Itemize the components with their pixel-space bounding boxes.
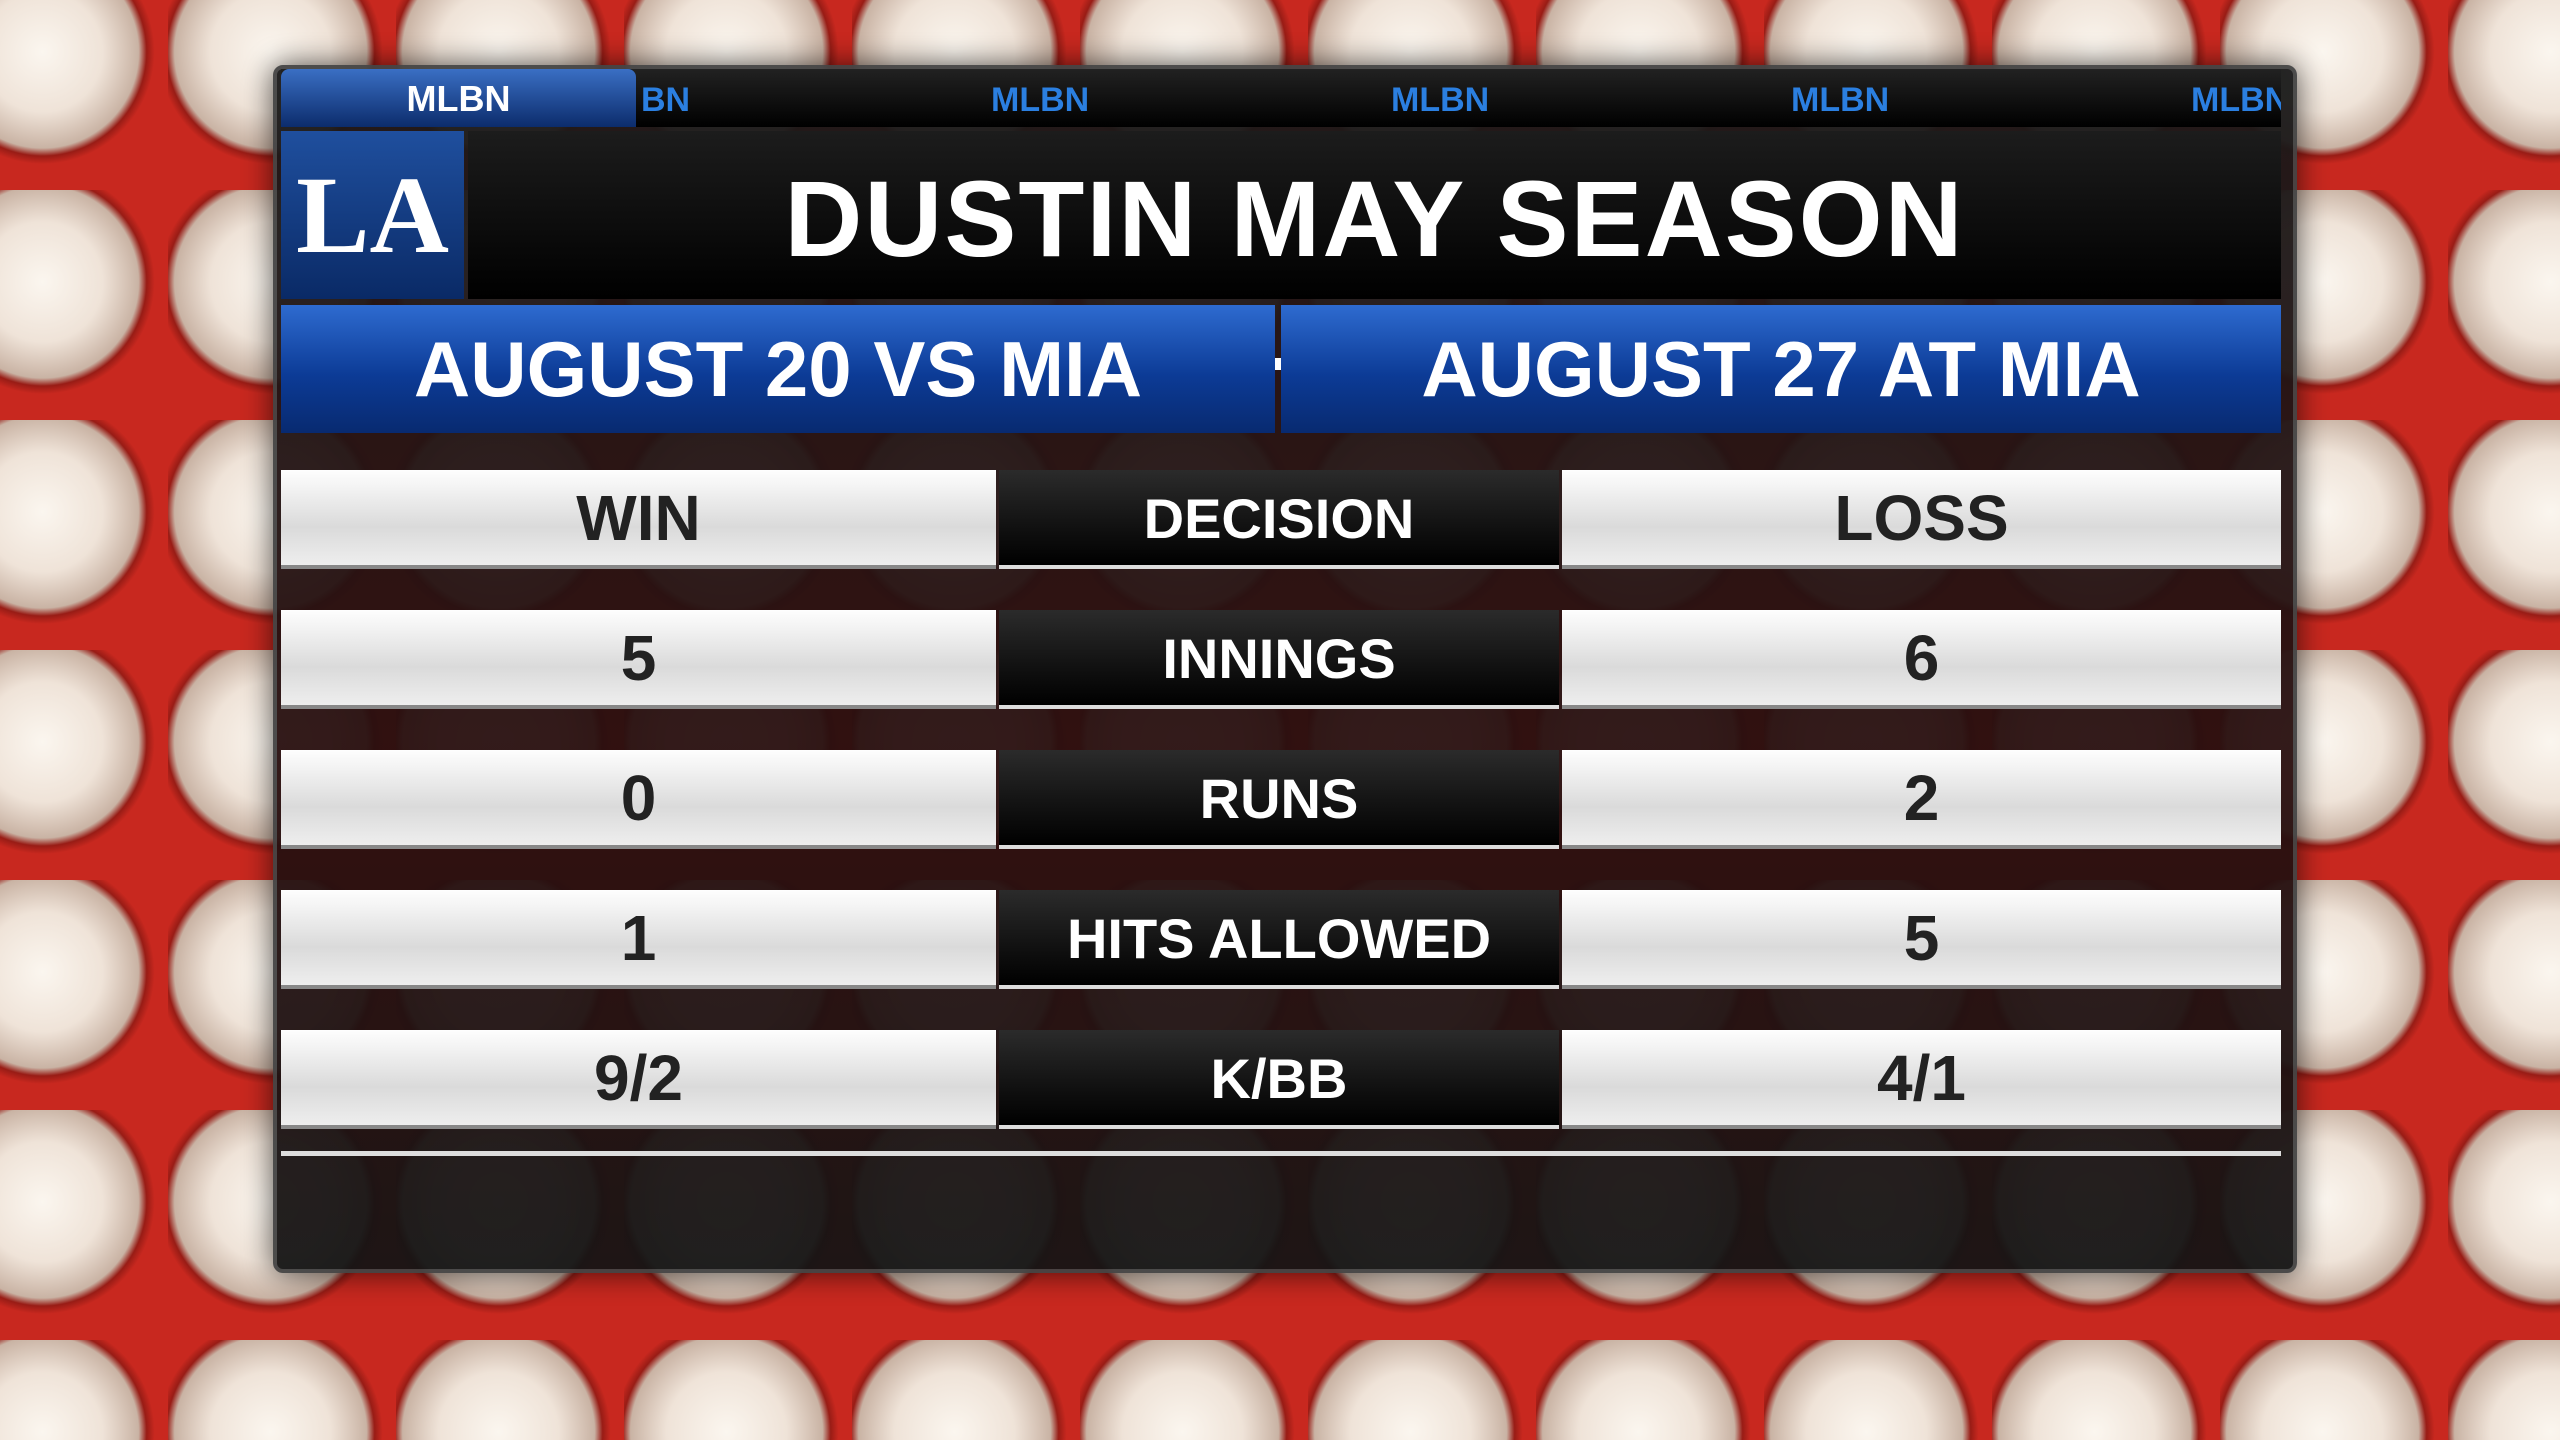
team-logo: LA xyxy=(281,131,464,299)
stat-value: LOSS xyxy=(1562,470,2281,569)
column-header: AUGUST 27 AT MIA xyxy=(1281,305,2281,433)
title-bar xyxy=(468,131,2281,299)
ticker-item: MLBN xyxy=(1791,81,1890,119)
stat-value: 6 xyxy=(1562,610,2281,709)
stat-value: 5 xyxy=(281,610,996,709)
ticker-tab: MLBN xyxy=(281,69,636,127)
ticker-item: BN xyxy=(641,81,691,119)
ticker-item: MLBN xyxy=(991,81,1090,119)
stat-value: 4/1 xyxy=(1562,1030,2281,1129)
ticker-item: MLBN xyxy=(2191,81,2281,119)
stat-value: 9/2 xyxy=(281,1030,996,1129)
stat-value: 2 xyxy=(1562,750,2281,849)
divider xyxy=(281,1151,2281,1156)
stat-label: K/BB xyxy=(999,1030,1559,1129)
stat-label: INNINGS xyxy=(999,610,1559,709)
stat-label: DECISION xyxy=(999,470,1559,569)
column-header: AUGUST 20 VS MIA xyxy=(281,305,1275,433)
stat-value: 5 xyxy=(1562,890,2281,989)
ticker-item: MLBN xyxy=(1391,81,1490,119)
stat-value: 1 xyxy=(281,890,996,989)
stat-value: WIN xyxy=(281,470,996,569)
stat-label: HITS ALLOWED xyxy=(999,890,1559,989)
stat-value: 0 xyxy=(281,750,996,849)
stat-label: RUNS xyxy=(999,750,1559,849)
title: DUSTIN MAY SEASON STATISTICS xyxy=(784,158,1965,455)
